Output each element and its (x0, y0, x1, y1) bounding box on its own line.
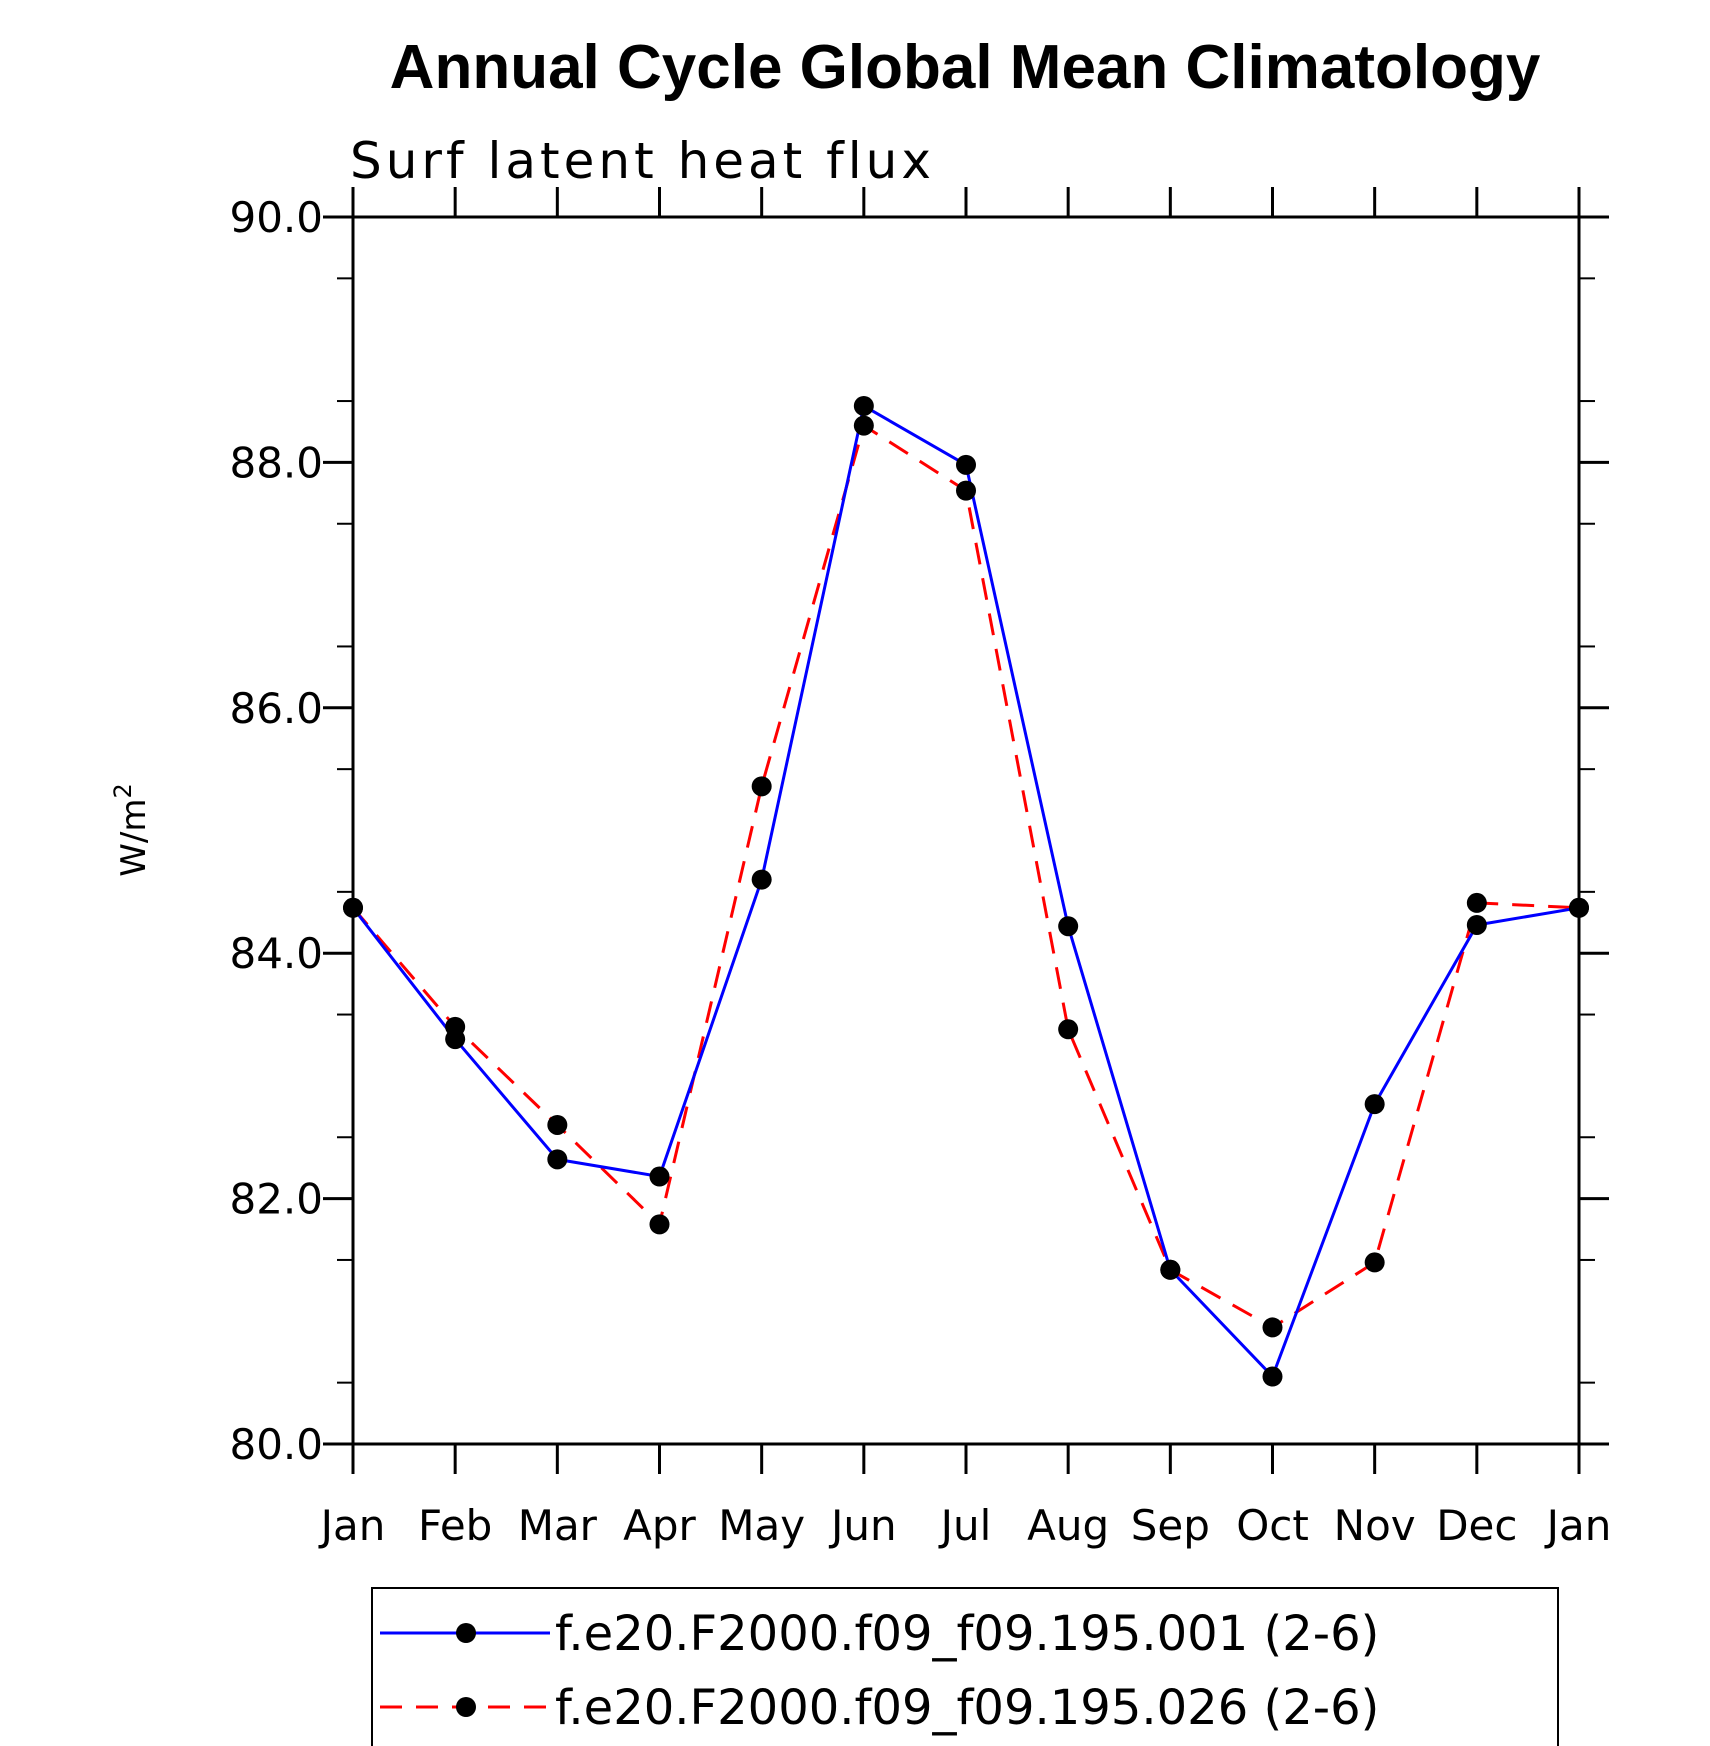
x-tick-label: Jun (828, 1501, 897, 1550)
y-axis-ticks: 80.0 82.0 84.0 86.0 88.0 90.0 (229, 193, 1609, 1469)
x-tick-label: Aug (1027, 1501, 1109, 1550)
series-1-point (649, 1166, 670, 1187)
x-tick-label: Jan (318, 1501, 386, 1550)
x-tick-label: Nov (1334, 1501, 1416, 1550)
series-2-point (956, 480, 976, 501)
series-layer (343, 395, 1589, 1387)
series-2-point (1262, 1317, 1283, 1338)
x-tick-label: Dec (1436, 1501, 1517, 1550)
y-axis-label-superscript: 2 (109, 783, 137, 798)
series-2-point (649, 1214, 670, 1235)
series-1-point (1262, 1366, 1283, 1387)
series-2-point (1569, 897, 1589, 918)
x-tick-label: Jul (938, 1501, 992, 1550)
series-2-point (547, 1114, 568, 1135)
series-1-point (853, 395, 874, 416)
y-tick-label: 82.0 (229, 1175, 323, 1224)
series-2-point (751, 776, 772, 797)
x-tick-label: Mar (518, 1501, 598, 1550)
y-tick-label: 86.0 (229, 684, 323, 733)
series-1-point (751, 869, 772, 890)
y-tick-label: 90.0 (229, 193, 323, 242)
x-tick-label: Apr (623, 1501, 696, 1550)
series-1-point (956, 454, 976, 475)
series-2-point (343, 897, 363, 918)
y-axis-label-unit: W/m (114, 799, 154, 877)
series-2-point (853, 415, 874, 436)
legend-box (371, 1587, 1559, 1746)
series-line-2 (351, 424, 1580, 1329)
legend-label-series-2: f.e20.F2000.f09_f09.195.026 (2-6) (555, 1680, 1379, 1736)
series-1-point (1058, 916, 1079, 937)
y-axis-label: W/m2 (109, 783, 154, 876)
x-tick-label: Feb (418, 1501, 492, 1550)
x-tick-label: Jan (1544, 1501, 1612, 1550)
series-line-1 (351, 404, 1580, 1379)
series-2-point (1160, 1259, 1181, 1280)
series-1-point (1466, 914, 1487, 935)
x-tick-label: May (718, 1501, 805, 1550)
series-2-point (1058, 1019, 1079, 1040)
x-tick-label: Sep (1131, 1501, 1210, 1550)
series-1-point (547, 1149, 568, 1170)
legend-marker-series-1 (456, 1623, 476, 1643)
legend-label-series-1: f.e20.F2000.f09_f09.195.001 (2-6) (555, 1606, 1379, 1662)
chart-subtitle: Surf latent heat flux (350, 132, 935, 190)
legend: f.e20.F2000.f09_f09.195.001 (2-6) f.e20.… (371, 1587, 1559, 1746)
chart-title: Annual Cycle Global Mean Climatology (390, 33, 1541, 102)
y-tick-label: 80.0 (229, 1420, 323, 1469)
series-1-point (1364, 1094, 1385, 1115)
series-2-point (1364, 1252, 1385, 1273)
series-2-point (445, 1016, 466, 1037)
x-axis-ticks: Jan Feb Mar Apr May Jun Jul Aug Sep Oct Nov Dec Jan (318, 187, 1612, 1550)
legend-marker-series-2 (456, 1697, 476, 1717)
y-tick-label: 84.0 (229, 929, 323, 978)
y-tick-label: 88.0 (229, 438, 323, 487)
series-2-point (1466, 892, 1487, 913)
plot-area: 80.0 82.0 84.0 86.0 88.0 90.0 Jan Feb Mar Apr May… (229, 187, 1611, 1550)
plot-frame (351, 215, 1581, 1446)
x-tick-label: Oct (1236, 1501, 1309, 1550)
